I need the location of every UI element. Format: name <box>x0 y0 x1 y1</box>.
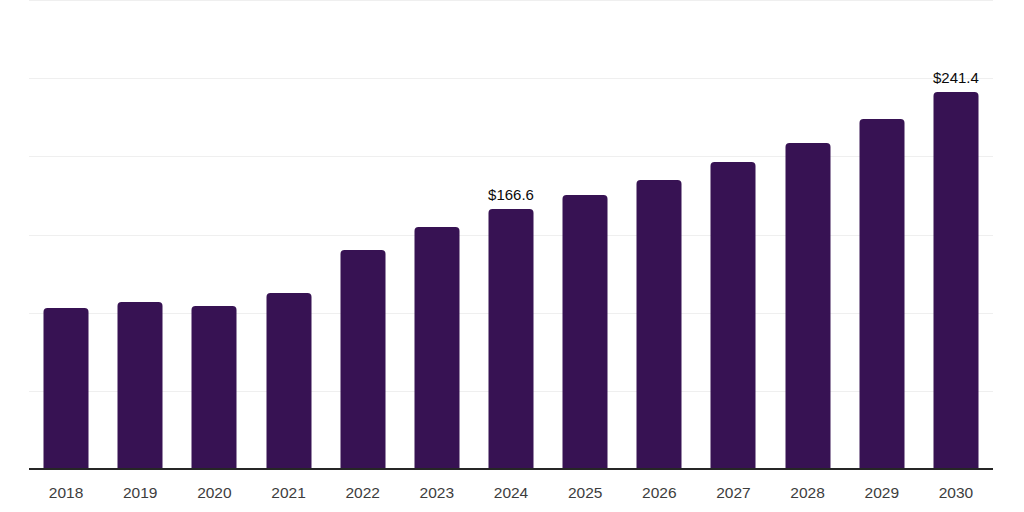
bar-slot <box>548 0 622 470</box>
bar-chart: $166.6 $241.4 2018 2019 2020 2021 2022 2023 202… <box>0 0 1024 512</box>
bar-slot <box>696 0 770 470</box>
x-tick-2022: 2022 <box>345 484 379 502</box>
bar-slot <box>771 0 845 470</box>
bar-slot <box>29 0 103 470</box>
bar-2026 <box>637 180 682 470</box>
bar-slot: $166.6 <box>474 0 548 470</box>
x-tick-2029: 2029 <box>865 484 899 502</box>
x-axis-labels: 2018 2019 2020 2021 2022 2023 2024 2025 2026 2027… <box>29 484 993 504</box>
data-label-2024: $166.6 <box>488 187 534 202</box>
bar-slot <box>103 0 177 470</box>
bar-2019 <box>118 302 163 470</box>
x-tick-2027: 2027 <box>716 484 750 502</box>
bar-2030 <box>933 92 978 470</box>
data-label-2030: $241.4 <box>933 70 979 85</box>
x-tick-2020: 2020 <box>197 484 231 502</box>
bar-2023 <box>414 227 459 470</box>
bar-2028 <box>785 143 830 470</box>
x-tick-2021: 2021 <box>271 484 305 502</box>
plot-area: $166.6 $241.4 <box>29 0 993 470</box>
bar-slot <box>400 0 474 470</box>
x-tick-2019: 2019 <box>123 484 157 502</box>
bar-slot <box>177 0 251 470</box>
bar-slot <box>622 0 696 470</box>
bar-slot: $241.4 <box>919 0 993 470</box>
bar-slot <box>845 0 919 470</box>
x-tick-2018: 2018 <box>49 484 83 502</box>
bar-2027 <box>711 162 756 470</box>
x-tick-2023: 2023 <box>420 484 454 502</box>
x-axis-line <box>29 468 993 470</box>
bar-2018 <box>44 308 89 470</box>
x-tick-2026: 2026 <box>642 484 676 502</box>
bar-2024 <box>488 209 533 470</box>
bar-2020 <box>192 306 237 470</box>
bar-2029 <box>859 119 904 470</box>
x-tick-2025: 2025 <box>568 484 602 502</box>
bar-2022 <box>340 250 385 470</box>
bar-slot <box>251 0 325 470</box>
bar-2021 <box>266 293 311 470</box>
x-tick-2024: 2024 <box>494 484 528 502</box>
x-tick-2028: 2028 <box>790 484 824 502</box>
x-tick-2030: 2030 <box>939 484 973 502</box>
bar-slot <box>326 0 400 470</box>
bar-2025 <box>563 195 608 470</box>
